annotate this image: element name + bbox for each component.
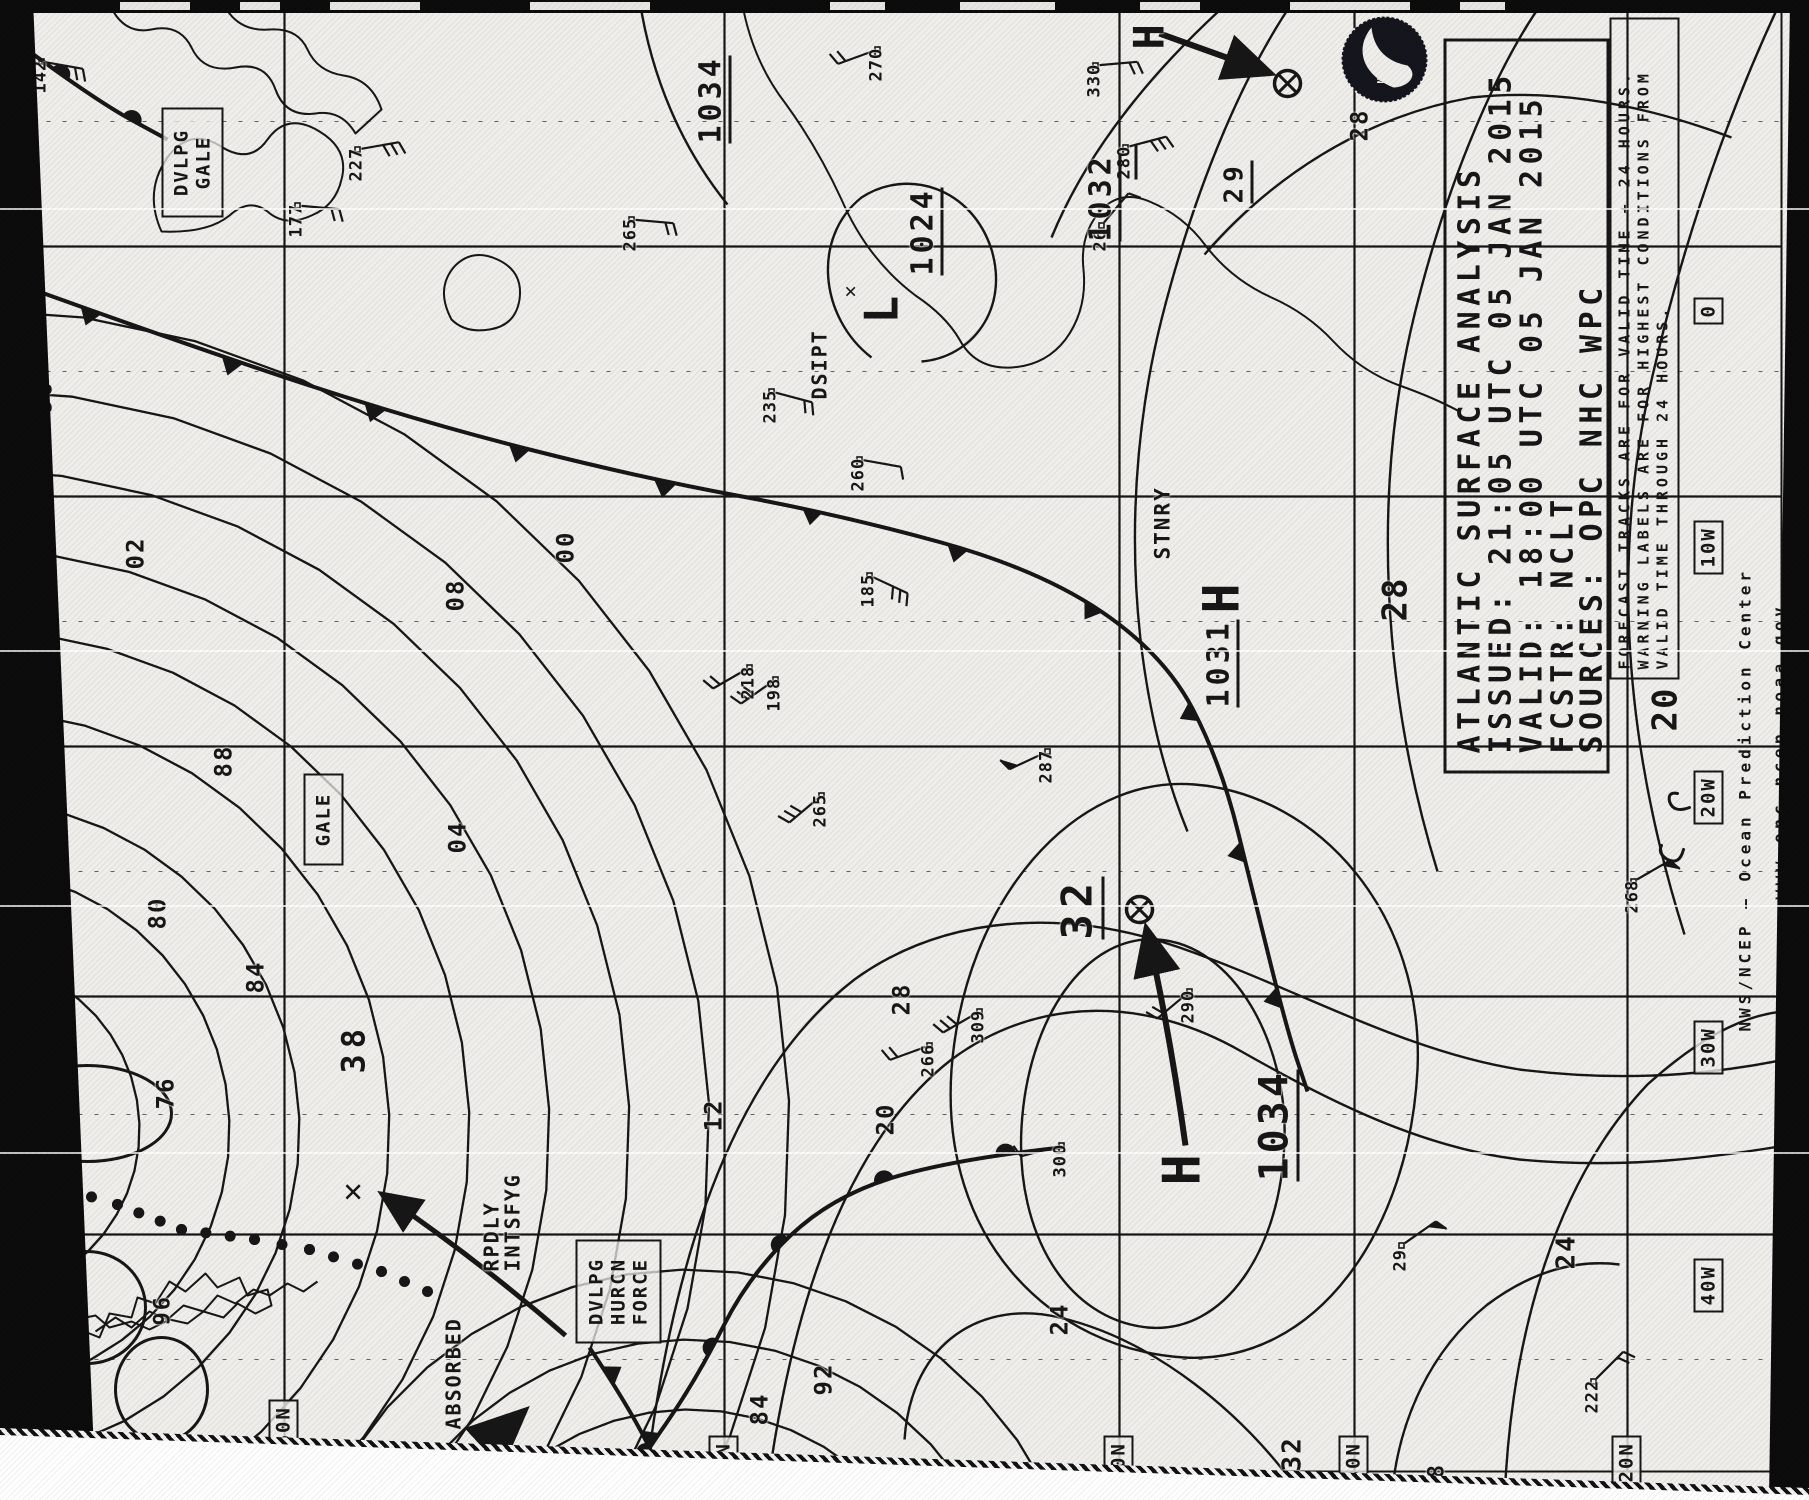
station-value-222: 222: [1582, 1379, 1603, 1414]
forecast-position-x: ✕: [837, 285, 862, 298]
coastlines: [60, 0, 1460, 1353]
scan-dropout-line: [0, 208, 1809, 210]
station-value-227: 227: [346, 147, 367, 182]
pressure-value-971: 971: [26, 992, 62, 1056]
isobar-label-80: 80: [143, 896, 172, 930]
sources-line: SOURCES: OPC NHC WPC: [1574, 282, 1610, 754]
meridian-label-30W: 30W: [1693, 1020, 1724, 1075]
meridian-label-20W: 20W: [1693, 770, 1724, 825]
pressure-center-H: H: [1124, 24, 1174, 50]
website: www.opc.ncep.noaa.gov: [1769, 602, 1789, 900]
station-value-198: 198: [764, 677, 785, 712]
isobar-label-92: 92: [809, 1362, 838, 1396]
station-value-309: 309: [968, 1009, 989, 1044]
isobar-label-00: 00: [551, 530, 580, 564]
parallel-label-60N: 60N: [268, 1399, 299, 1454]
isobar-label-76: 76: [151, 1076, 180, 1110]
scan-dropout-line: [0, 1152, 1809, 1154]
disclaimer-box: FORECAST TRACKS ARE FOR VALID TIME + 24 …: [1609, 17, 1680, 680]
pressure-center-H: H: [1192, 583, 1251, 614]
isobar-label-96: 96: [150, 1295, 176, 1326]
chart-title: ATLANTIC SURFACE ANALYSIS: [1452, 164, 1488, 754]
pressure-value-1034: 1034: [694, 55, 732, 144]
parallel-label-50N: 50N: [708, 1435, 739, 1490]
station-value-235: 235: [760, 389, 781, 424]
pressure-value-1024: 1024: [906, 187, 944, 276]
station-value-29: 29: [1390, 1249, 1411, 1272]
warning-box-dvlpg-gale: DVLPG GALE: [161, 107, 224, 218]
meridian-label-0: 0: [1693, 297, 1724, 325]
isobar-label-32: 32: [1277, 1436, 1308, 1472]
isobar-label-12: 12: [699, 1098, 728, 1132]
annotation-rpdly: RPDLY INTSFYG: [479, 1173, 525, 1272]
pressure-value-1032: 1032: [1084, 153, 1122, 242]
isobar-label-96: 96: [29, 380, 58, 414]
station-value-268: 268: [1622, 879, 1643, 914]
isobar-label-88: 88: [209, 744, 238, 778]
isobar-label-28: 28: [1375, 576, 1416, 622]
disclaimer-line: VALID TIME THROUGH 24 HOURS.: [1653, 304, 1672, 670]
parallel-label-40N: 40N: [1103, 1435, 1134, 1490]
disclaimer-line: WARNING LABELS ARE FOR HIGHEST CONDITION…: [1634, 70, 1653, 670]
station-value-260: 260: [848, 457, 869, 492]
station-value-290: 290: [1178, 989, 1199, 1024]
isobar-label-24: 24: [1551, 1234, 1582, 1270]
warning-box-dvlpg-hurcn-force: DVLPG HURCN FORCE: [575, 1239, 662, 1344]
station-value-287: 287: [1036, 749, 1057, 784]
latlon-grid: [14, 11, 1781, 1472]
title-block: ATLANTIC SURFACE ANALYSIS ISSUED: 21:05 …: [1443, 38, 1610, 774]
pressure-center-L: L: [18, 1133, 77, 1164]
station-value-270: 270: [866, 47, 887, 82]
scan-dropout-line: [0, 905, 1809, 907]
pressure-value-32: 32: [1053, 876, 1105, 940]
isobar-label-02: 02: [121, 536, 150, 570]
pressure-center-H: H: [1152, 1154, 1213, 1186]
station-value-218: 218: [738, 665, 759, 700]
svg-text:NOAA: NOAA: [1377, 61, 1387, 83]
isobar-label-84: 84: [241, 960, 270, 994]
warning-box-gale: GALE: [303, 773, 344, 866]
isobar-label-84: 84: [745, 1392, 774, 1426]
meridian-label-10W: 10W: [1693, 520, 1724, 575]
station-value-300: 300: [1050, 1143, 1071, 1178]
credit-line: NWS/NCEP — Ocean Prediction Center: [1735, 567, 1755, 1032]
pressure-value-38: 38: [334, 1022, 373, 1074]
station-value-142: 142: [30, 59, 51, 94]
noaa-logo-icon: NOAA: [1340, 15, 1429, 104]
scan-dropout-line: [0, 650, 1809, 652]
disclaimer-line: FORECAST TRACKS ARE FOR VALID TIME + 24 …: [1615, 70, 1634, 670]
station-value-265: 265: [620, 217, 641, 252]
symbols: [2, 30, 1691, 1470]
pressure-value-29: 29: [1220, 160, 1254, 204]
isobar-label-20: 20: [1645, 686, 1686, 732]
pressure-center-H: H: [42, 1308, 92, 1334]
pressure-center-L: L: [854, 295, 909, 324]
parallel-label-30N: 30N: [1338, 1435, 1369, 1490]
pressure-value-1034: 1034: [1252, 1069, 1300, 1182]
forecast-position-x: ✕: [332, 1182, 371, 1202]
station-value-185: 185: [858, 573, 879, 608]
isobar-label-28: 28: [1345, 108, 1374, 142]
isobar-label-24: 24: [1045, 1302, 1074, 1336]
meridian-label-40W: 40W: [1693, 1258, 1724, 1313]
isobar-label-28: 28: [1424, 1463, 1450, 1494]
annotation-absorbed: ABSORBED: [441, 1317, 466, 1430]
annotation-dsipt: DSIPT: [807, 329, 832, 400]
annotation-stnry: STNRY: [1150, 486, 1175, 560]
isobar-label-28: 28: [887, 982, 916, 1016]
isobar-label-20: 20: [871, 1102, 900, 1136]
station-value-330: 330: [1084, 63, 1105, 98]
station-value-266: 266: [918, 1043, 939, 1078]
parallel-label-20N: 20N: [1611, 1435, 1642, 1490]
valid-line: VALID: 18:00 UTC 05 JAN 2015: [1514, 93, 1550, 754]
pressure-value-1031: 1031: [1202, 619, 1240, 708]
station-value-265: 265: [810, 793, 831, 828]
isobar-label-08: 08: [441, 578, 470, 612]
isobar-label-04: 04: [443, 820, 472, 854]
